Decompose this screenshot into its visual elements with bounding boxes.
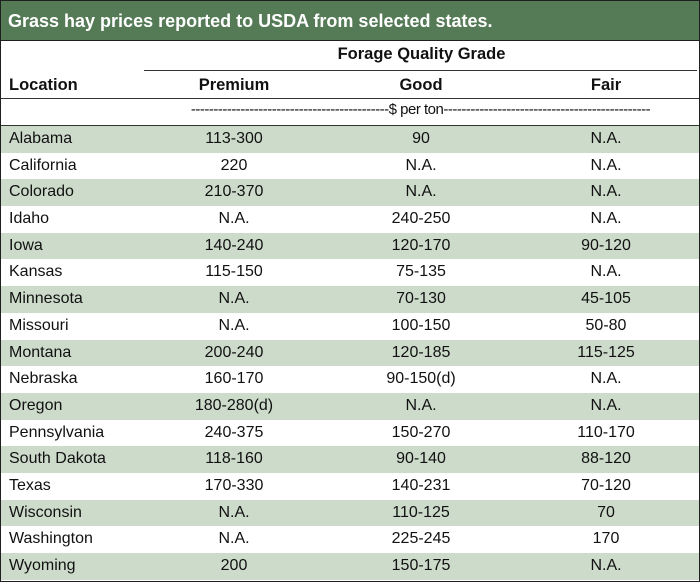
good-price-cell: 90-150(d): [386, 370, 456, 388]
good-price-cell: 100-150: [391, 316, 451, 334]
table-row: Texas 170-330 140-231 70-120: [1, 473, 699, 500]
premium-price-cell: 140-240: [204, 236, 264, 254]
fair-price-cell: 90-120: [581, 236, 631, 254]
location-cell: Montana: [9, 343, 72, 361]
location-cell: Washington: [9, 530, 93, 548]
premium-price-cell: N.A.: [218, 503, 250, 521]
table-row: Montana 200-240 120-185 115-125: [1, 339, 699, 367]
unit-label: ----------------------------------------…: [190, 101, 651, 118]
premium-price-cell: N.A.: [218, 316, 250, 334]
location-cell: Iowa: [9, 236, 43, 254]
location-cell: Idaho: [9, 210, 50, 228]
location-cell: Oregon: [9, 396, 63, 414]
premium-price-cell: 170-330: [204, 476, 264, 494]
good-price-cell: 150-175: [391, 557, 451, 574]
table-row: California 220 N.A. N.A.: [1, 153, 699, 180]
premium-price-cell: 118-160: [205, 450, 263, 468]
premium-price-cell: 180-280(d): [194, 396, 274, 414]
location-cell: Kansas: [9, 263, 63, 281]
premium-price-cell: 240-375: [204, 423, 264, 441]
table-row: Colorado 210-370 N.A. N.A.: [1, 179, 699, 207]
location-cell: Missouri: [9, 316, 69, 334]
table-row: Kansas 115-150 75-135 N.A.: [1, 259, 699, 286]
premium-column-header: Premium: [198, 76, 270, 94]
table-row: Washington N.A. 225-245 170: [1, 526, 699, 553]
premium-price-cell: N.A.: [218, 530, 250, 548]
table-row: South Dakota 118-160 90-140 88-120: [1, 446, 699, 473]
fair-price-cell: N.A.: [590, 130, 622, 147]
fair-price-cell: N.A.: [590, 370, 622, 388]
premium-price-cell: N.A.: [218, 210, 250, 228]
good-price-cell: 225-245: [391, 530, 451, 548]
good-price-cell: 240-250: [391, 210, 451, 228]
good-price-cell: 110-125: [392, 503, 450, 521]
good-price-cell: 90: [412, 130, 430, 147]
fair-price-cell: 170: [592, 530, 620, 548]
fair-column-header: Fair: [590, 76, 622, 94]
table-row: Wyoming 200 150-175 N.A.: [1, 553, 699, 580]
good-price-cell: 70-130: [396, 290, 446, 308]
fair-price-cell: 45-105: [581, 290, 631, 308]
table-row: Alabama 113-300 90 N.A.: [1, 126, 699, 153]
location-column-header: Location: [9, 76, 78, 94]
location-cell: Minnesota: [9, 290, 83, 308]
good-price-cell: 150-270: [391, 423, 451, 441]
table-row: Oregon 180-280(d) N.A. N.A.: [1, 392, 699, 420]
location-cell: Wisconsin: [9, 503, 82, 521]
table-row: Minnesota N.A. 70-130 45-105: [1, 286, 699, 313]
location-cell: South Dakota: [9, 450, 106, 468]
location-cell: Alabama: [9, 130, 73, 147]
location-cell: Colorado: [9, 183, 74, 201]
good-price-cell: 90-140: [396, 450, 446, 468]
fair-price-cell: N.A.: [590, 263, 622, 281]
location-cell: Nebraska: [9, 370, 78, 388]
fair-price-cell: N.A.: [590, 183, 622, 201]
table-row: Idaho N.A. 240-250 N.A.: [1, 206, 699, 233]
unit-row: ----------------------------------------…: [1, 98, 699, 126]
good-price-cell: N.A.: [405, 156, 437, 174]
table-title: Grass hay prices reported to USDA from s…: [1, 1, 699, 41]
table-body: Alabama 113-300 90 N.A. California 220 N.A. N.A…: [1, 126, 699, 580]
fair-price-cell: 70-120: [581, 476, 631, 494]
table-row: Wisconsin N.A. 110-125 70: [1, 499, 699, 527]
premium-price-cell: 160-170: [204, 370, 264, 388]
forage-quality-grade-header: Forage Quality Grade: [337, 45, 506, 63]
table-row: Missouri N.A. 100-150 50-80: [1, 313, 699, 340]
location-cell: Pennsylvania: [9, 423, 105, 441]
premium-price-cell: N.A.: [218, 290, 250, 308]
fair-price-cell: 115-125: [577, 343, 635, 361]
fair-price-cell: N.A.: [590, 156, 622, 174]
table-row: Iowa 140-240 120-170 90-120: [1, 232, 699, 260]
good-price-cell: N.A.: [405, 183, 437, 201]
table-row: Pennsylvania 240-375 150-270 110-170: [1, 420, 699, 447]
grade-header-rule: [144, 70, 697, 71]
fair-price-cell: 50-80: [585, 316, 627, 334]
premium-price-cell: 220: [220, 156, 248, 174]
fair-price-cell: 110-170: [577, 423, 635, 441]
good-price-cell: N.A.: [405, 396, 437, 414]
fair-price-cell: 70: [597, 503, 615, 521]
good-price-cell: 120-170: [391, 236, 451, 254]
location-cell: California: [9, 156, 77, 174]
table-row: Nebraska 160-170 90-150(d) N.A.: [1, 366, 699, 393]
good-price-cell: 75-135: [396, 263, 446, 281]
fair-price-cell: N.A.: [590, 396, 622, 414]
premium-price-cell: 200-240: [204, 343, 264, 361]
premium-price-cell: 210-370: [204, 183, 264, 201]
premium-price-cell: 113-300: [205, 130, 263, 147]
premium-price-cell: 200: [220, 557, 248, 574]
good-price-cell: 140-231: [391, 476, 451, 494]
fair-price-cell: 88-120: [581, 450, 631, 468]
fair-price-cell: N.A.: [590, 210, 622, 228]
good-price-cell: 120-185: [391, 343, 451, 361]
fair-price-cell: N.A.: [590, 557, 622, 574]
location-cell: Texas: [9, 476, 51, 494]
location-cell: Wyoming: [9, 557, 76, 574]
premium-price-cell: 115-150: [205, 263, 263, 281]
good-column-header: Good: [399, 76, 443, 94]
